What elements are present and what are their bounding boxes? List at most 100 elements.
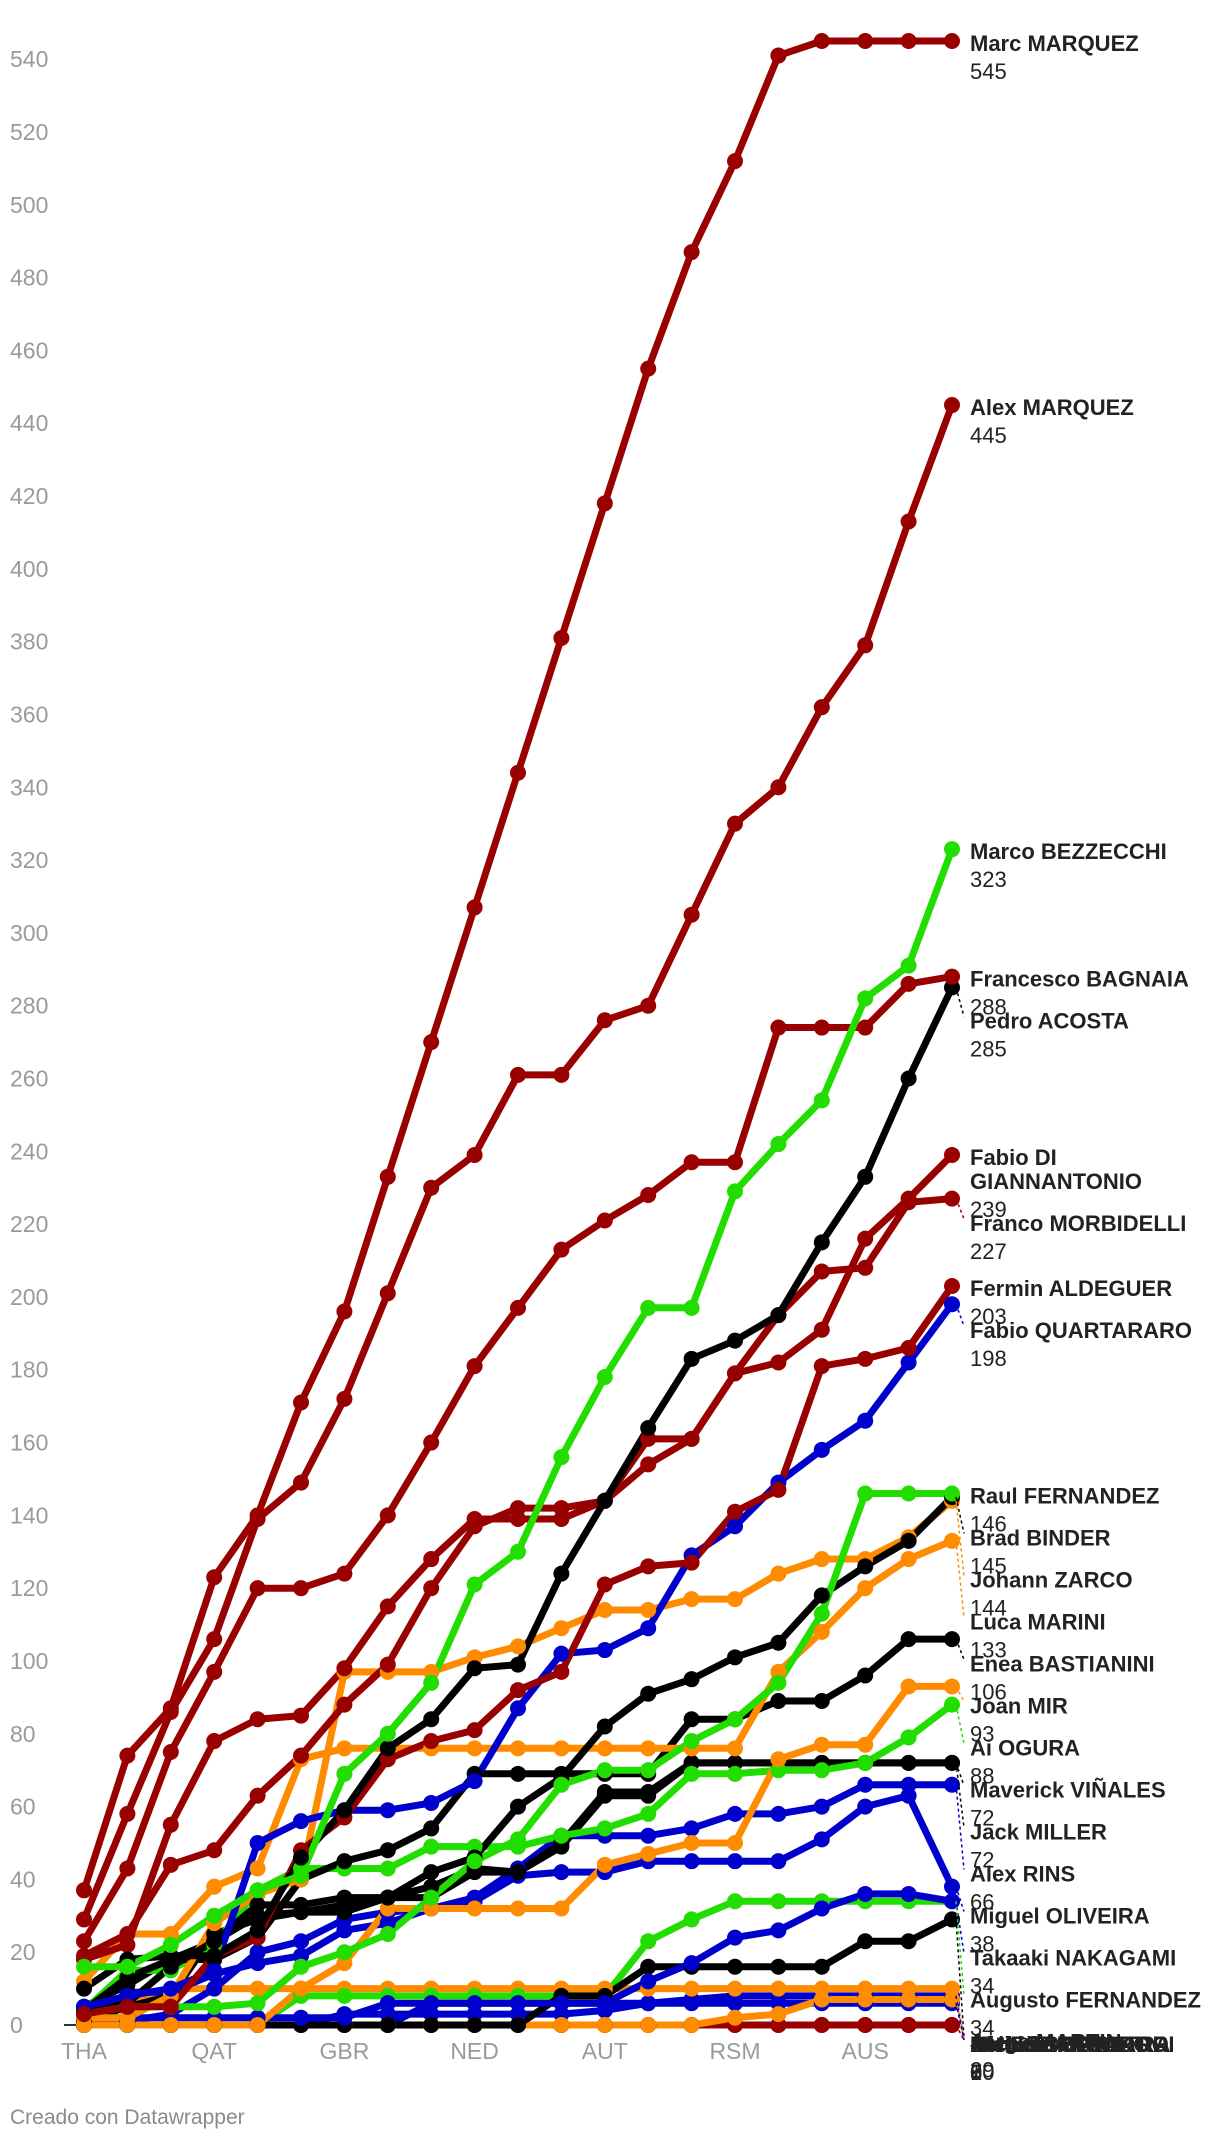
data-point	[553, 1995, 570, 2012]
label-leader	[955, 2024, 965, 2041]
labels-layer: Marc MARQUEZ 545 Alex MARQUEZ 445 Marco BEZZ…	[955, 31, 1201, 2085]
data-point	[857, 1019, 874, 1036]
label-leader	[955, 1686, 965, 1702]
data-point	[857, 2017, 874, 2033]
data-point	[683, 1765, 700, 1782]
data-point	[944, 1878, 960, 1895]
data-point	[206, 1569, 223, 1586]
data-point	[249, 1882, 266, 1899]
data-point	[770, 1481, 787, 1498]
data-point	[510, 1864, 526, 1881]
data-point	[423, 1889, 440, 1906]
data-point	[944, 1911, 960, 1928]
data-point	[466, 1853, 483, 1870]
data-point	[206, 1631, 223, 1648]
series-value-label: 88	[970, 1764, 994, 1789]
data-point	[857, 1558, 874, 1575]
data-point	[76, 1980, 92, 1997]
data-point	[466, 1358, 483, 1375]
data-point	[206, 1980, 223, 1997]
data-point	[336, 1696, 353, 1713]
data-point	[596, 1601, 613, 1618]
data-point	[553, 1900, 570, 1917]
data-point	[640, 1685, 657, 1702]
data-point	[249, 1860, 266, 1877]
data-point	[379, 1598, 396, 1615]
data-point	[813, 1605, 830, 1622]
y-tick-label: 240	[10, 1138, 48, 1164]
data-point	[466, 1510, 483, 1527]
data-point	[379, 1802, 396, 1819]
data-point	[293, 1747, 309, 1764]
data-point	[813, 1263, 830, 1280]
data-point	[119, 1958, 136, 1975]
data-point	[857, 1776, 874, 1793]
data-point	[336, 2009, 353, 2026]
series-name-label: Fermin ALDEGUER	[970, 1276, 1172, 1301]
data-point	[293, 1813, 309, 1830]
data-point	[813, 1736, 830, 1753]
data-point	[423, 1551, 440, 1568]
x-tick-label: AUT	[582, 2038, 628, 2064]
data-point	[466, 1722, 483, 1739]
data-point	[813, 1900, 830, 1917]
y-tick-label: 180	[10, 1357, 48, 1383]
data-point	[640, 1973, 657, 1990]
data-point	[857, 1485, 874, 1502]
data-point	[944, 1678, 960, 1695]
data-point	[900, 513, 917, 530]
data-point	[683, 1299, 700, 1316]
end-label: Ai OGURA 88	[955, 1704, 1080, 1789]
data-point	[813, 1831, 830, 1848]
series-value-label: 323	[970, 867, 1007, 892]
data-point	[596, 1784, 613, 1801]
data-point	[510, 1656, 526, 1673]
end-label: Marco BEZZECCHI 323	[970, 839, 1167, 892]
data-point	[900, 1631, 917, 1648]
end-label: Takaaki NAKAGAMI 34	[955, 1901, 1176, 1999]
end-label: Fabio QUARTARARO 198	[955, 1303, 1192, 1371]
series-name-label: Nicolò BULEGA	[970, 2032, 1136, 2057]
data-point	[596, 2017, 613, 2033]
data-point	[336, 1802, 353, 1819]
data-point	[510, 1740, 526, 1757]
series-name-label: Lorenzo SAVADORI	[970, 2032, 1175, 2057]
series-name-label: Jorge MARTIN	[970, 2030, 1122, 2055]
data-point	[293, 1896, 309, 1913]
data-point	[379, 1860, 396, 1877]
data-point	[857, 1580, 874, 1597]
data-point	[944, 2017, 960, 2033]
data-point	[466, 1900, 483, 1917]
y-tick-label: 360	[10, 701, 48, 727]
data-point	[727, 153, 743, 170]
data-point	[857, 1736, 874, 1753]
data-point	[336, 1740, 353, 1757]
x-tick-label: THA	[61, 2038, 108, 2064]
data-point	[379, 1285, 396, 1302]
data-point	[423, 1794, 440, 1811]
data-point	[900, 1754, 917, 1771]
data-point	[379, 2017, 396, 2033]
series-value-label: 72	[970, 1848, 994, 1873]
data-point	[206, 1878, 223, 1895]
y-tick-label: 160	[10, 1430, 48, 1456]
y-tick-label: 540	[10, 46, 48, 72]
data-point	[162, 1856, 179, 1873]
data-point	[727, 1518, 743, 1535]
data-point	[553, 1620, 570, 1637]
data-point	[336, 1987, 353, 2004]
data-point	[727, 1980, 743, 1997]
data-point	[249, 1980, 266, 1997]
series-value-label: 8	[970, 2060, 982, 2085]
data-point	[727, 815, 743, 832]
data-point	[553, 1449, 570, 1466]
data-point	[423, 1864, 440, 1881]
data-point	[162, 1700, 179, 1717]
series-name-label: Franco MORBIDELLI	[970, 1211, 1186, 1236]
data-point	[553, 1776, 570, 1793]
data-point	[553, 1827, 570, 1844]
data-point	[206, 1947, 223, 1964]
